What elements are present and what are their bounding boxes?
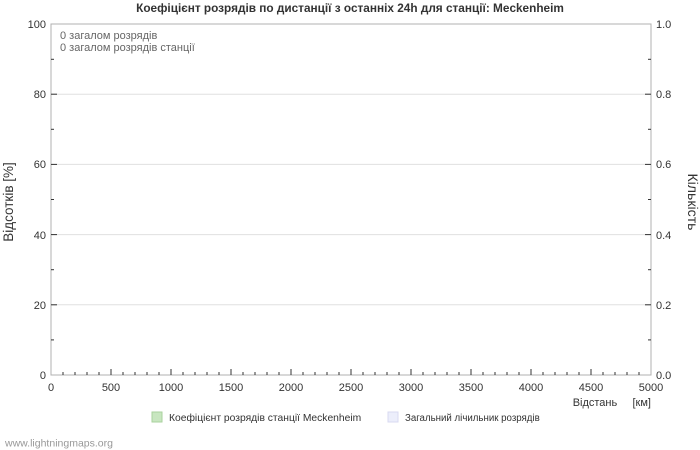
svg-text:Кількість: Кількість (685, 173, 700, 230)
svg-text:3000: 3000 (399, 382, 423, 394)
svg-text:Коефіцієнт розрядів по дистанц: Коефіцієнт розрядів по дистанції з остан… (136, 1, 564, 15)
svg-text:100: 100 (28, 19, 46, 31)
svg-text:60: 60 (34, 159, 46, 171)
svg-text:0 загалом розрядів: 0 загалом розрядів (60, 30, 157, 42)
svg-text:1500: 1500 (219, 382, 243, 394)
svg-text:20: 20 (34, 300, 46, 312)
svg-text:4000: 4000 (519, 382, 543, 394)
svg-text:0.6: 0.6 (656, 159, 671, 171)
svg-text:0.2: 0.2 (656, 300, 671, 312)
svg-text:Відсотків [%]: Відсотків [%] (1, 162, 16, 242)
svg-text:0.4: 0.4 (656, 230, 671, 242)
svg-text:0 загалом розрядів станції: 0 загалом розрядів станції (60, 42, 195, 54)
svg-text:Коефіцієнт розрядів станції Me: Коефіцієнт розрядів станції Meckenheim (169, 412, 361, 424)
svg-text:4500: 4500 (579, 382, 603, 394)
svg-text:500: 500 (102, 382, 120, 394)
svg-text:0: 0 (40, 370, 46, 382)
svg-text:40: 40 (34, 230, 46, 242)
svg-text:5000: 5000 (639, 382, 663, 394)
svg-text:3500: 3500 (459, 382, 483, 394)
svg-text:2500: 2500 (339, 382, 363, 394)
svg-text:80: 80 (34, 89, 46, 101)
svg-text:Відстань [км]: Відстань [км] (573, 397, 651, 409)
svg-text:Загальний лічильник розрядів: Загальний лічильник розрядів (405, 413, 540, 424)
svg-text:1.0: 1.0 (656, 19, 671, 31)
svg-text:www.lightningmaps.org: www.lightningmaps.org (4, 438, 113, 450)
svg-text:0.0: 0.0 (656, 370, 671, 382)
svg-text:2000: 2000 (279, 382, 303, 394)
svg-text:1000: 1000 (159, 382, 183, 394)
svg-text:0: 0 (48, 382, 54, 394)
svg-text:0.8: 0.8 (656, 89, 671, 101)
